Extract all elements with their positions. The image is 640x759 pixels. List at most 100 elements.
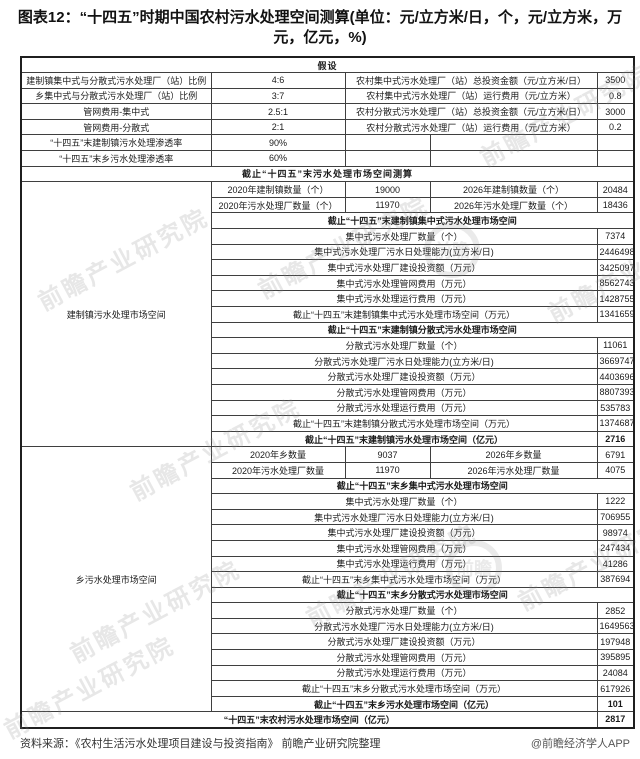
metric-value: 41286 [596, 555, 635, 573]
metric-value: 24464980 [596, 243, 635, 261]
assumption-label-2: 农村集中式污水处理厂（站）总投资金额（元/立方米/日） [344, 72, 598, 89]
section-total-value: 2716 [596, 430, 635, 448]
metric-value: 13746872 [596, 415, 635, 432]
metric-value: 11061 [596, 337, 635, 354]
credit-text: @前瞻经济学人APP [530, 738, 630, 750]
metric-label: 集中式污水处理厂污水日处理能力(立方米/日) [210, 243, 598, 261]
metric-value: 8807393 [596, 383, 635, 401]
metric-label: 分散式污水处理运行费用（万元） [210, 399, 598, 417]
empty-cell [429, 134, 598, 152]
metric-label: 截止“十四五”末建制镇分散式污水处理市场空间（万元） [210, 415, 598, 432]
metric-value: 8562743 [596, 274, 635, 292]
empty-cell [344, 150, 431, 167]
assumption-value: 2:1 [210, 118, 346, 136]
pair-value: 6791 [596, 446, 635, 463]
pair-label: 2026年污水处理厂数量 [429, 461, 598, 479]
assumption-label: 管网费用-集中式 [20, 103, 212, 120]
metric-value: 247434 [596, 539, 635, 557]
assumption-value: 2.5:1 [210, 103, 346, 120]
metric-label: 集中式污水处理厂建设投资额（万元） [210, 259, 598, 276]
assumption-label-2: 农村分散式污水处理厂（站）总投资金额（元/立方米/日） [344, 103, 598, 120]
pair-label: 2020年乡数量 [210, 446, 346, 463]
figure-title: 图表12：“十四五”时期中国农村污水处理空间测算(单位：元/立方米/日，个，元/… [17, 9, 623, 46]
metric-value: 706955 [596, 508, 635, 526]
metric-label: 集中式污水处理运行费用（万元） [210, 290, 598, 307]
assumption-value-2: 0.8 [596, 87, 635, 105]
pair-label: 2020年污水处理厂数量（个） [210, 196, 346, 214]
subsection-header: 截止“十四五”末建制镇分散式污水处理市场空间 [210, 321, 635, 339]
assumption-value: 3:7 [210, 87, 346, 105]
metric-value: 617926 [596, 680, 635, 697]
metric-value: 4403696 [596, 368, 635, 385]
metric-value: 1428755 [596, 290, 635, 307]
metric-label: 分散式污水处理运行费用（万元） [210, 664, 598, 682]
assumption-label: 乡集中式与分散式污水处理厂（站）比例 [20, 87, 212, 105]
pair-value: 20484 [596, 181, 635, 198]
assumption-label-2: 农村分散式污水处理厂（站）运行费用（元/立方米） [344, 118, 598, 136]
metric-label: 分散式污水处理管网费用（万元） [210, 649, 598, 666]
metric-value: 7374 [596, 228, 635, 245]
metric-label: 分散式污水处理管网费用（万元） [210, 383, 598, 401]
metric-value: 197948 [596, 633, 635, 651]
group-label: 乡污水处理市场空间 [20, 446, 212, 713]
metric-label: 截止“十四五”末建制镇集中式污水处理市场空间（万元） [210, 306, 598, 323]
assumption-value-2: 0.2 [596, 118, 635, 136]
metric-value: 13416595 [596, 306, 635, 323]
assumption-value: 60% [210, 150, 346, 167]
metric-label: 集中式污水处理管网费用（万元） [210, 274, 598, 292]
assumption-value: 90% [210, 134, 346, 152]
assumption-label: “十四五”末乡污水处理渗透率 [20, 150, 212, 167]
metric-label: 集中式污水处理厂污水日处理能力(立方米/日) [210, 508, 598, 526]
empty-cell [596, 150, 635, 167]
source-text: 资料来源：《农村生活污水处理项目建设与投资指南》 前瞻产业研究院整理 [20, 738, 381, 750]
empty-cell [344, 134, 431, 152]
metric-value: 3425097 [596, 259, 635, 276]
metric-label: 集中式污水处理运行费用（万元） [210, 555, 598, 573]
metric-label: 截止“十四五”末乡分散式污水处理市场空间（万元） [210, 680, 598, 697]
assumption-label: “十四五”末建制镇污水处理渗透率 [20, 134, 212, 152]
group-label: 建制镇污水处理市场空间 [20, 181, 212, 448]
metric-label: 集中式污水处理厂数量（个） [210, 493, 598, 510]
footer: 资料来源：《农村生活污水处理项目建设与投资指南》 前瞻产业研究院整理 @前瞻经济… [20, 735, 630, 751]
table-header-calculation: 截止“十四五”末污水处理市场空间测算 [20, 165, 635, 183]
empty-cell [596, 134, 635, 152]
pair-label: 2020年污水处理厂数量 [210, 461, 346, 479]
pair-label: 2026年污水处理厂数量（个） [429, 196, 598, 214]
assumption-value-2: 3000 [596, 103, 635, 120]
metric-value: 24084 [596, 664, 635, 682]
metric-label: 分散式污水处理厂污水日处理能力(立方米/日) [210, 617, 598, 635]
subsection-header: 截止“十四五”末乡集中式污水处理市场空间 [210, 477, 635, 495]
assumption-label: 建制镇集中式与分散式污水处理厂（站）比例 [20, 72, 212, 89]
metric-value: 535783 [596, 399, 635, 417]
grand-total-label: “十四五”末农村污水处理市场空间（亿元） [20, 711, 598, 729]
pair-value: 11970 [344, 461, 431, 479]
metric-label: 分散式污水处理厂污水日处理能力(立方米/日) [210, 352, 598, 370]
pair-label: 2026年建制镇数量（个） [429, 181, 598, 198]
market-space-table: 假设 建制镇集中式与分散式污水处理厂（站）比例 4:6 农村集中式污水处理厂（站）总投… [20, 56, 635, 729]
pair-value: 9037 [344, 446, 431, 463]
section-total-value: 101 [596, 695, 635, 713]
metric-label: 分散式污水处理厂建设投资额（万元） [210, 368, 598, 385]
pair-value: 11970 [344, 196, 431, 214]
subsection-header: 截止“十四五”末乡分散式污水处理市场空间 [210, 586, 635, 604]
grand-total-value: 2817 [596, 711, 635, 729]
metric-label: 集中式污水处理厂建设投资额（万元） [210, 524, 598, 541]
section-total-label: 截止“十四五”末乡污水处理市场空间（亿元） [210, 695, 598, 713]
assumption-label: 管网费用-分散式 [20, 118, 212, 136]
metric-value: 1222 [596, 493, 635, 510]
metric-label: 集中式污水处理厂数量（个） [210, 228, 598, 245]
table-header-assumptions: 假设 [20, 56, 635, 74]
metric-value: 2852 [596, 602, 635, 619]
metric-label: 截止“十四五”末乡集中式污水处理市场空间（万元） [210, 571, 598, 588]
pair-value: 4075 [596, 461, 635, 479]
section-total-label: 截止“十四五”末建制镇污水处理市场空间（亿元） [210, 430, 598, 448]
pair-value: 18436 [596, 196, 635, 214]
table-body: 假设 建制镇集中式与分散式污水处理厂（站）比例 4:6 农村集中式污水处理厂（站）总投… [20, 56, 635, 729]
metric-value: 36697470 [596, 352, 635, 370]
metric-value: 387694 [596, 571, 635, 588]
subsection-header: 截止“十四五”末建制镇集中式污水处理市场空间 [210, 212, 635, 230]
assumption-label-2: 农村集中式污水处理厂（站）运行费用（元/立方米） [344, 87, 598, 105]
metric-value: 1649563 [596, 617, 635, 635]
empty-cell [429, 150, 598, 167]
